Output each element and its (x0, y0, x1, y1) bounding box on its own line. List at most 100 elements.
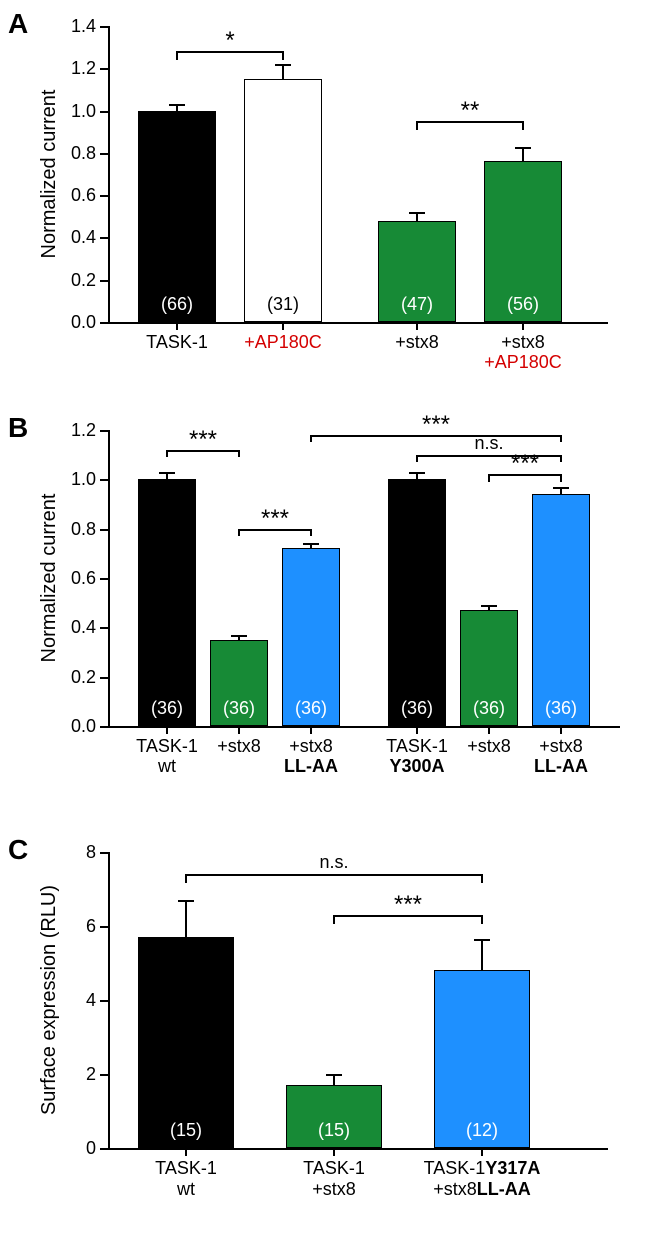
x-tick (522, 322, 524, 330)
y-tick (100, 280, 108, 282)
bar: (15) (286, 1085, 382, 1148)
panel-label: C (8, 834, 28, 866)
x-axis (108, 322, 608, 324)
sig-bracket (481, 915, 483, 924)
bar: (12) (434, 970, 530, 1148)
bar: (56) (484, 161, 562, 322)
bar: (15) (138, 937, 234, 1148)
y-tick (100, 195, 108, 197)
y-tick (100, 726, 108, 728)
x-label: +AP180C (223, 332, 343, 353)
error-bar-cap (159, 472, 175, 474)
bar-n: (56) (485, 294, 561, 315)
bar-n: (12) (435, 1120, 529, 1141)
bar-n: (15) (287, 1120, 381, 1141)
x-axis (108, 1148, 608, 1150)
sig-bracket (481, 874, 483, 883)
error-bar-cap (231, 635, 247, 637)
error-bar (185, 900, 187, 937)
y-axis (108, 430, 110, 726)
x-tick (310, 726, 312, 734)
bar: (31) (244, 79, 322, 322)
x-axis (108, 726, 620, 728)
y-tick (100, 237, 108, 239)
sig-label: ** (430, 97, 510, 125)
sig-bracket (282, 51, 284, 59)
y-tick (100, 1148, 108, 1150)
error-bar-cap (275, 64, 291, 66)
x-label: Y300A (357, 756, 477, 777)
x-label: TASK-1wt (106, 1158, 266, 1199)
sig-bracket (416, 121, 418, 129)
sig-bracket (176, 51, 178, 59)
error-bar-cap (169, 104, 185, 106)
x-label: +stx8 (463, 332, 583, 353)
panel-label: B (8, 412, 28, 444)
y-tick (100, 153, 108, 155)
sig-label: n.s. (294, 852, 374, 873)
x-tick (282, 322, 284, 330)
bar: (36) (532, 494, 590, 726)
x-tick (481, 1148, 483, 1156)
bar-n: (36) (533, 698, 589, 719)
y-tick (100, 627, 108, 629)
x-label: LL-AA (251, 756, 371, 777)
sig-bracket (416, 455, 418, 462)
error-bar-cap (553, 487, 569, 489)
bar-n: (36) (283, 698, 339, 719)
sig-bracket (185, 874, 187, 883)
bar: (36) (138, 479, 196, 726)
error-bar (282, 64, 284, 79)
sig-bracket (560, 435, 562, 442)
error-bar-cap (474, 939, 490, 941)
sig-label: *** (485, 450, 565, 478)
bar-n: (47) (379, 294, 455, 315)
x-label: wt (107, 756, 227, 777)
x-tick (238, 726, 240, 734)
error-bar-cap (409, 212, 425, 214)
y-axis (108, 852, 110, 1148)
y-tick (100, 430, 108, 432)
y-tick (100, 479, 108, 481)
error-bar (481, 939, 483, 970)
error-bar-cap (303, 543, 319, 545)
sig-label: *** (235, 505, 315, 533)
x-label: TASK-1+stx8 (254, 1158, 414, 1199)
x-tick (166, 726, 168, 734)
sig-label: *** (163, 426, 243, 454)
y-tick (100, 852, 108, 854)
y-tick (100, 926, 108, 928)
x-label: +stx8 (501, 736, 621, 757)
x-tick (416, 726, 418, 734)
error-bar-cap (515, 147, 531, 149)
x-label: +stx8 (251, 736, 371, 757)
sig-bracket (310, 435, 312, 442)
x-label: TASK-1Y317A+stx8LL-AA (402, 1158, 562, 1199)
y-axis-label: Normalized current (38, 430, 61, 726)
bar-n: (36) (461, 698, 517, 719)
bar: (36) (282, 548, 340, 726)
error-bar-cap (481, 605, 497, 607)
bar: (47) (378, 221, 456, 322)
x-tick (488, 726, 490, 734)
y-tick (100, 322, 108, 324)
error-bar-cap (178, 900, 194, 902)
y-tick (100, 1000, 108, 1002)
bar-n: (15) (139, 1120, 233, 1141)
bar-n: (36) (211, 698, 267, 719)
error-bar-cap (326, 1074, 342, 1076)
sig-label: *** (368, 891, 448, 919)
sig-bracket (522, 121, 524, 129)
bar-n: (31) (245, 294, 321, 315)
y-tick (100, 529, 108, 531)
y-tick (100, 578, 108, 580)
bar-n: (36) (139, 698, 195, 719)
y-axis (108, 26, 110, 322)
error-bar (522, 147, 524, 162)
y-axis-label: Normalized current (38, 26, 61, 322)
y-tick (100, 26, 108, 28)
panel-label: A (8, 8, 28, 40)
bar: (36) (210, 640, 268, 726)
x-label: +stx8 (357, 332, 477, 353)
figure: A0.00.20.40.60.81.01.21.4Normalized curr… (0, 0, 661, 1243)
